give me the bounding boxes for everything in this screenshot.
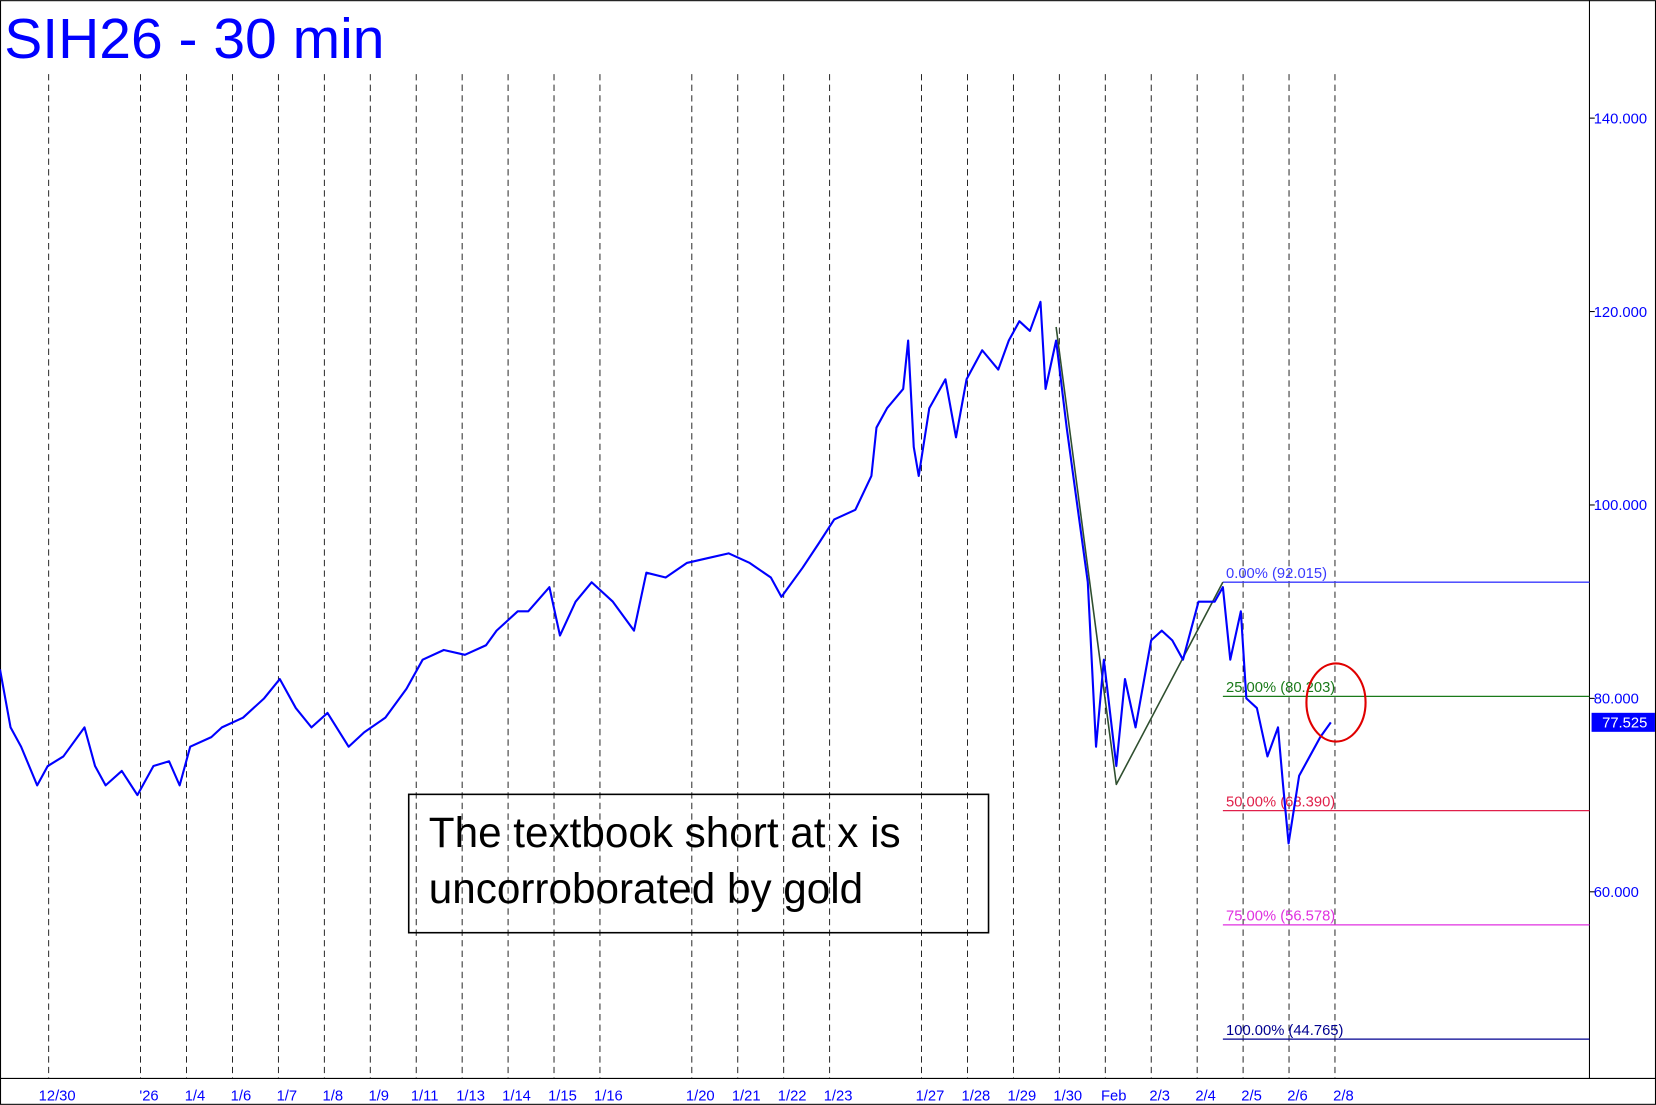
highlight-circle (1305, 662, 1367, 743)
y-tick-label: 60.000 (1594, 885, 1639, 901)
y-tick-label: 80.000 (1594, 692, 1639, 708)
fib-label: 0.00% (92.015) (1226, 566, 1327, 582)
x-tick-label: 1/14 (502, 1089, 531, 1105)
chart-title: SIH26 - 30 min (4, 7, 384, 71)
y-tick-label: 120.000 (1594, 305, 1647, 321)
x-tick-label: 1/13 (456, 1089, 485, 1105)
x-tick-label: 1/8 (323, 1089, 344, 1105)
last-price-tag (1591, 712, 1655, 732)
x-tick-label: 1/15 (548, 1089, 577, 1105)
x-tick-label: 1/20 (686, 1089, 715, 1105)
last-price-label: 77.525 (1602, 716, 1647, 732)
x-tick-label: 1/29 (1007, 1089, 1036, 1105)
x-tick-label: 1/28 (962, 1089, 991, 1105)
x-tick-label: 1/27 (916, 1089, 945, 1105)
y-tick-label: 100.000 (1594, 498, 1647, 514)
x-tick-label: 2/4 (1195, 1089, 1216, 1105)
annotation-box (407, 793, 990, 934)
fib-label: 50.00% (68.390) (1226, 794, 1335, 810)
x-tick-label: 2/5 (1241, 1089, 1262, 1105)
pattern-line (1055, 326, 1224, 786)
x-tick-label: Feb (1101, 1089, 1126, 1105)
x-tick-label: '26 (139, 1089, 158, 1105)
x-tick-label: 1/9 (368, 1089, 389, 1105)
x-tick-label: 2/8 (1333, 1089, 1354, 1105)
fib-label: 75.00% (56.578) (1226, 909, 1335, 925)
x-tick-label: 12/30 (39, 1089, 76, 1105)
y-tick-label: 140.000 (1594, 111, 1647, 127)
x-tick-label: 2/6 (1287, 1089, 1308, 1105)
x-tick-label: 2/3 (1149, 1089, 1170, 1105)
x-tick-label: 1/4 (185, 1089, 206, 1105)
fib-label: 25.00% (80.203) (1226, 680, 1335, 696)
x-tick-label: 1/30 (1053, 1089, 1082, 1105)
x-tick-label: 1/11 (411, 1089, 439, 1105)
x-tick-label: 1/21 (732, 1089, 761, 1105)
x-tick-label: 1/16 (594, 1089, 623, 1105)
x-tick-label: 1/7 (277, 1089, 298, 1105)
fib-label: 100.00% (44.765) (1226, 1023, 1343, 1039)
price-line (0, 300, 1332, 845)
annotation-text: uncorroborated by gold (429, 865, 863, 912)
x-tick-label: 1/23 (824, 1089, 853, 1105)
x-tick-label: 1/22 (778, 1089, 807, 1105)
annotation-text: The textbook short at x is (429, 809, 901, 856)
x-tick-label: 1/6 (231, 1089, 252, 1105)
